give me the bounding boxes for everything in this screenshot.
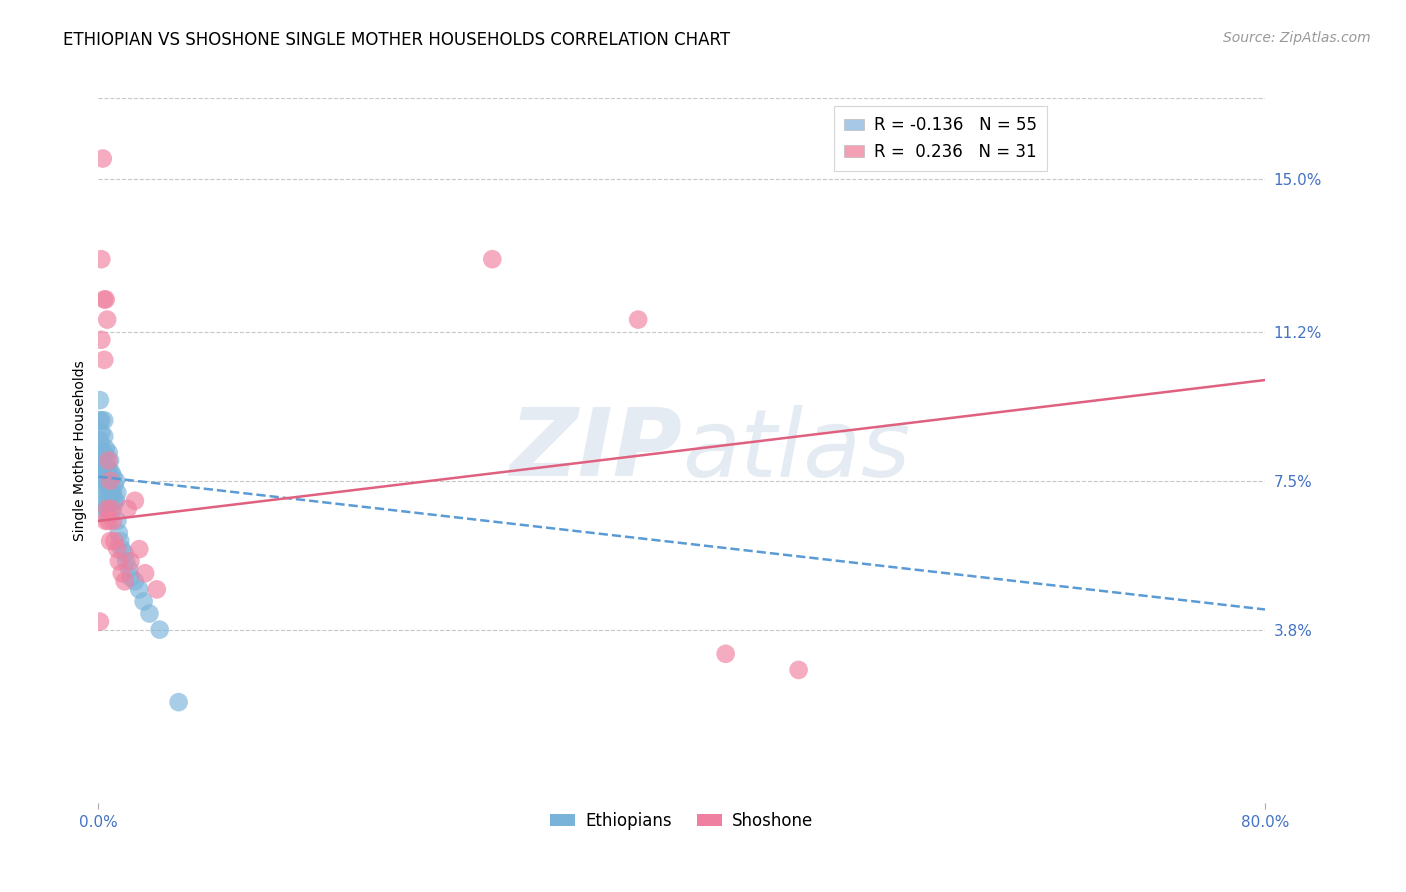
Point <box>132 594 155 608</box>
Point <box>96 493 118 508</box>
Point <box>97 461 120 475</box>
Point <box>714 647 737 661</box>
Point <box>117 501 139 516</box>
Text: ETHIOPIAN VS SHOSHONE SINGLE MOTHER HOUSEHOLDS CORRELATION CHART: ETHIOPIAN VS SHOSHONE SINGLE MOTHER HOUS… <box>63 31 730 49</box>
Point <box>134 566 156 581</box>
Point <box>110 534 132 549</box>
Text: Source: ZipAtlas.com: Source: ZipAtlas.com <box>1223 31 1371 45</box>
Point <box>124 574 146 589</box>
Point <box>97 453 120 467</box>
Point <box>120 570 142 584</box>
Point <box>91 506 114 520</box>
Point <box>138 607 160 621</box>
Point <box>91 477 114 491</box>
Point <box>104 474 127 488</box>
Point <box>104 493 127 508</box>
Point <box>94 293 117 307</box>
Text: ZIP: ZIP <box>509 404 682 497</box>
Point <box>97 501 120 516</box>
Point <box>93 461 115 475</box>
Point <box>96 501 118 516</box>
Point <box>97 477 120 491</box>
Point <box>115 554 138 568</box>
Point <box>105 542 128 557</box>
Point <box>101 469 124 483</box>
Point <box>93 293 115 307</box>
Point <box>91 152 114 166</box>
Point <box>146 582 169 597</box>
Point <box>124 493 146 508</box>
Point <box>94 501 117 516</box>
Point <box>90 413 112 427</box>
Point <box>128 582 150 597</box>
Point <box>101 514 124 528</box>
Point <box>101 485 124 500</box>
Point <box>108 554 131 568</box>
Point <box>111 542 134 557</box>
Point <box>93 352 115 367</box>
Point <box>91 493 114 508</box>
Point <box>98 453 121 467</box>
Point <box>481 252 503 267</box>
Point <box>103 493 125 508</box>
Point <box>98 474 121 488</box>
Point <box>111 566 134 581</box>
Point <box>90 333 112 347</box>
Point <box>120 554 142 568</box>
Point <box>149 623 172 637</box>
Point <box>96 477 118 491</box>
Point <box>105 485 128 500</box>
Point <box>93 413 115 427</box>
Point <box>97 514 120 528</box>
Point <box>98 493 121 508</box>
Point <box>98 474 121 488</box>
Legend: Ethiopians, Shoshone: Ethiopians, Shoshone <box>544 805 820 837</box>
Point <box>93 445 115 459</box>
Point <box>118 562 141 576</box>
Point <box>89 615 111 629</box>
Point <box>94 514 117 528</box>
Point <box>89 393 111 408</box>
Point <box>94 458 117 472</box>
Point <box>100 485 122 500</box>
Point <box>627 312 650 326</box>
Point <box>89 413 111 427</box>
Point <box>103 534 125 549</box>
Point <box>94 442 117 456</box>
Point <box>90 445 112 459</box>
Point <box>98 534 121 549</box>
Point <box>89 434 111 448</box>
Point <box>94 474 117 488</box>
Point <box>94 485 117 500</box>
Point <box>97 445 120 459</box>
Point <box>91 453 114 467</box>
Point <box>167 695 190 709</box>
Point <box>128 542 150 557</box>
Point <box>96 312 118 326</box>
Point <box>100 501 122 516</box>
Y-axis label: Single Mother Households: Single Mother Households <box>73 360 87 541</box>
Point <box>90 425 112 440</box>
Point <box>100 466 122 480</box>
Point <box>108 526 131 541</box>
Point <box>103 477 125 491</box>
Point <box>114 546 136 560</box>
Point <box>91 466 114 480</box>
Point <box>114 574 136 589</box>
Point <box>101 501 124 516</box>
Point <box>90 461 112 475</box>
Point <box>105 514 128 528</box>
Point <box>96 461 118 475</box>
Point <box>90 252 112 267</box>
Point <box>93 429 115 443</box>
Point <box>787 663 810 677</box>
Text: atlas: atlas <box>682 405 910 496</box>
